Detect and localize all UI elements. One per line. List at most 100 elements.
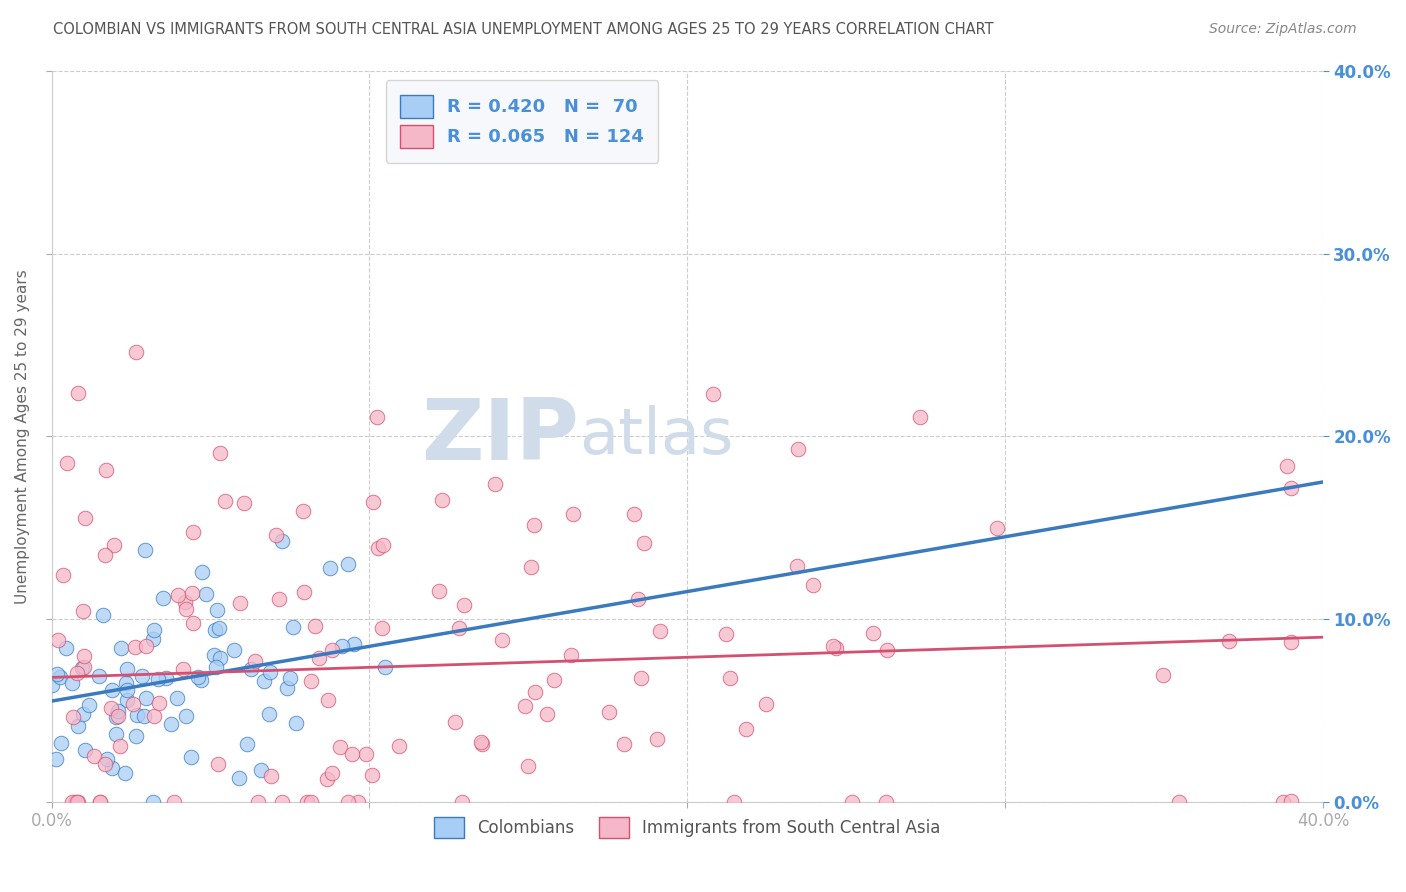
Point bbox=[267, 591, 290, 606]
Point bbox=[121, 697, 143, 711]
Point bbox=[135, 690, 157, 705]
Point bbox=[232, 496, 254, 510]
Point bbox=[162, 795, 184, 809]
Point bbox=[260, 769, 283, 783]
Point bbox=[228, 771, 250, 785]
Point bbox=[443, 714, 465, 729]
Point bbox=[62, 710, 84, 724]
Point bbox=[630, 672, 652, 686]
Point bbox=[49, 671, 72, 685]
Point bbox=[143, 709, 166, 723]
Point bbox=[72, 706, 94, 721]
Point bbox=[183, 615, 205, 630]
Point bbox=[862, 625, 884, 640]
Point bbox=[1279, 634, 1302, 648]
Point bbox=[650, 624, 672, 638]
Point bbox=[515, 698, 537, 713]
Point bbox=[46, 667, 69, 681]
Point bbox=[101, 683, 124, 698]
Point bbox=[329, 740, 352, 755]
Point bbox=[318, 561, 340, 575]
Point bbox=[148, 696, 170, 710]
Point bbox=[876, 643, 898, 657]
Text: ZIP: ZIP bbox=[422, 395, 579, 478]
Point bbox=[205, 603, 228, 617]
Point bbox=[299, 673, 322, 688]
Point bbox=[100, 701, 122, 715]
Point bbox=[1279, 795, 1302, 809]
Point bbox=[633, 536, 655, 550]
Point bbox=[1152, 667, 1174, 681]
Point bbox=[235, 737, 257, 751]
Point bbox=[259, 665, 281, 680]
Point bbox=[155, 671, 177, 685]
Point bbox=[908, 410, 931, 425]
Point bbox=[337, 558, 360, 572]
Point bbox=[361, 494, 384, 508]
Point bbox=[181, 586, 204, 600]
Point bbox=[453, 598, 475, 612]
Point bbox=[202, 648, 225, 663]
Point bbox=[243, 654, 266, 668]
Point bbox=[491, 632, 513, 647]
Point bbox=[87, 669, 110, 683]
Point bbox=[174, 709, 197, 723]
Text: Source: ZipAtlas.com: Source: ZipAtlas.com bbox=[1209, 22, 1357, 37]
Point bbox=[702, 387, 724, 401]
Point bbox=[83, 748, 105, 763]
Point bbox=[321, 643, 343, 657]
Point bbox=[321, 766, 343, 780]
Point bbox=[841, 795, 863, 809]
Point bbox=[340, 747, 363, 761]
Point bbox=[146, 672, 169, 686]
Point bbox=[308, 650, 330, 665]
Point bbox=[176, 601, 198, 615]
Point bbox=[96, 462, 118, 476]
Point bbox=[427, 584, 450, 599]
Point bbox=[49, 736, 72, 750]
Point bbox=[41, 678, 63, 692]
Point bbox=[292, 584, 315, 599]
Point bbox=[159, 716, 181, 731]
Point bbox=[278, 671, 301, 685]
Point bbox=[63, 795, 86, 809]
Point bbox=[367, 541, 389, 555]
Point bbox=[371, 621, 394, 635]
Point bbox=[66, 719, 89, 733]
Point bbox=[142, 624, 165, 638]
Point bbox=[343, 637, 366, 651]
Point bbox=[316, 693, 339, 707]
Point bbox=[105, 727, 128, 741]
Point bbox=[1271, 795, 1294, 809]
Point bbox=[75, 742, 97, 756]
Point bbox=[1167, 795, 1189, 809]
Point bbox=[523, 518, 546, 533]
Point bbox=[447, 621, 470, 635]
Point bbox=[520, 559, 543, 574]
Point bbox=[60, 795, 83, 809]
Point bbox=[360, 768, 382, 782]
Point bbox=[115, 662, 138, 676]
Point bbox=[388, 739, 411, 753]
Point bbox=[299, 795, 322, 809]
Point bbox=[257, 706, 280, 721]
Point bbox=[207, 756, 229, 771]
Point bbox=[152, 591, 174, 605]
Point bbox=[295, 795, 318, 809]
Point bbox=[247, 795, 270, 809]
Point bbox=[209, 445, 232, 459]
Y-axis label: Unemployment Among Ages 25 to 29 years: Unemployment Among Ages 25 to 29 years bbox=[15, 269, 30, 604]
Point bbox=[134, 709, 156, 723]
Point bbox=[108, 739, 131, 753]
Point bbox=[623, 508, 645, 522]
Point bbox=[787, 442, 810, 456]
Point bbox=[67, 795, 90, 809]
Point bbox=[107, 704, 129, 718]
Point bbox=[73, 659, 96, 673]
Point bbox=[114, 766, 136, 780]
Point bbox=[105, 710, 128, 724]
Point bbox=[194, 586, 217, 600]
Point bbox=[45, 751, 67, 765]
Point bbox=[598, 705, 620, 719]
Point bbox=[723, 795, 745, 809]
